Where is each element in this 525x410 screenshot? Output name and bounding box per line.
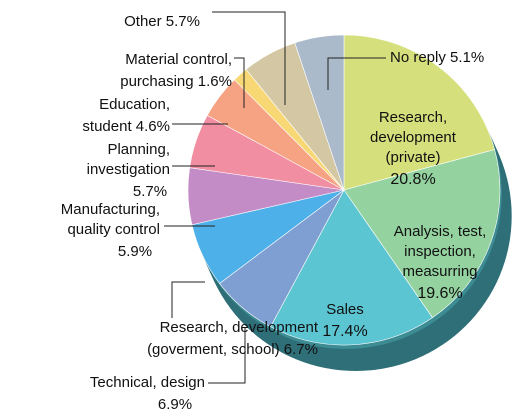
- category-label: Sales: [326, 301, 364, 318]
- slice-label: (goverment, school) 6.7%: [147, 341, 318, 358]
- value-label: 5.7%: [133, 183, 167, 200]
- labels: Research, development (private) 20.8% Analys…: [61, 13, 487, 410]
- category-label: purchasing: [120, 73, 193, 90]
- category-label: measurring: [402, 263, 477, 280]
- category-label: Technical, design: [90, 374, 205, 391]
- pie-slice: [294, 34, 345, 191]
- value-label: 5.7%: [166, 13, 200, 30]
- category-label: No reply: [390, 49, 446, 66]
- category-label: Analysis, test,: [394, 223, 487, 240]
- category-label: Research, development: [160, 319, 319, 336]
- category-label: Other: [124, 13, 162, 30]
- leader-line: [212, 11, 286, 105]
- slice-label: No reply 5.1%: [390, 49, 484, 66]
- category-label: (goverment, school): [147, 341, 280, 358]
- category-label: Manufacturing,: [61, 201, 160, 218]
- value-label: 5.9%: [118, 243, 152, 260]
- value-label: 5.1%: [450, 49, 484, 66]
- slice-label: Other 5.7%: [124, 13, 200, 30]
- leader-line: [208, 328, 246, 384]
- value-label: 19.6%: [417, 285, 462, 302]
- category-label: (private): [385, 149, 440, 166]
- value-label: 6.7%: [284, 341, 318, 358]
- category-label: quality control: [67, 221, 160, 238]
- category-label: student: [82, 118, 132, 135]
- category-label: inspection,: [404, 243, 476, 260]
- category-label: Material control,: [125, 51, 232, 68]
- pie: [187, 34, 501, 346]
- leader-line: [327, 57, 386, 90]
- category-label: Research,: [379, 109, 447, 126]
- value-label: 17.4%: [322, 323, 367, 340]
- category-label: investigation: [87, 161, 170, 178]
- pie-slice: [270, 189, 433, 346]
- value-label: 4.6%: [136, 118, 170, 135]
- value-label: 1.6%: [198, 73, 232, 90]
- slice-label: purchasing 1.6%: [120, 73, 232, 90]
- pie-slice: [343, 149, 501, 319]
- leader-line: [234, 57, 245, 108]
- category-label: development: [370, 129, 457, 146]
- leader-line: [171, 281, 205, 318]
- pie-slice: [343, 34, 495, 191]
- slice-label: student 4.6%: [82, 118, 170, 135]
- category-label: Planning,: [107, 141, 170, 158]
- value-label: 20.8%: [390, 171, 435, 188]
- leader-lines: [164, 11, 386, 384]
- category-label: Education,: [99, 96, 170, 113]
- value-label: 6.9%: [158, 396, 192, 410]
